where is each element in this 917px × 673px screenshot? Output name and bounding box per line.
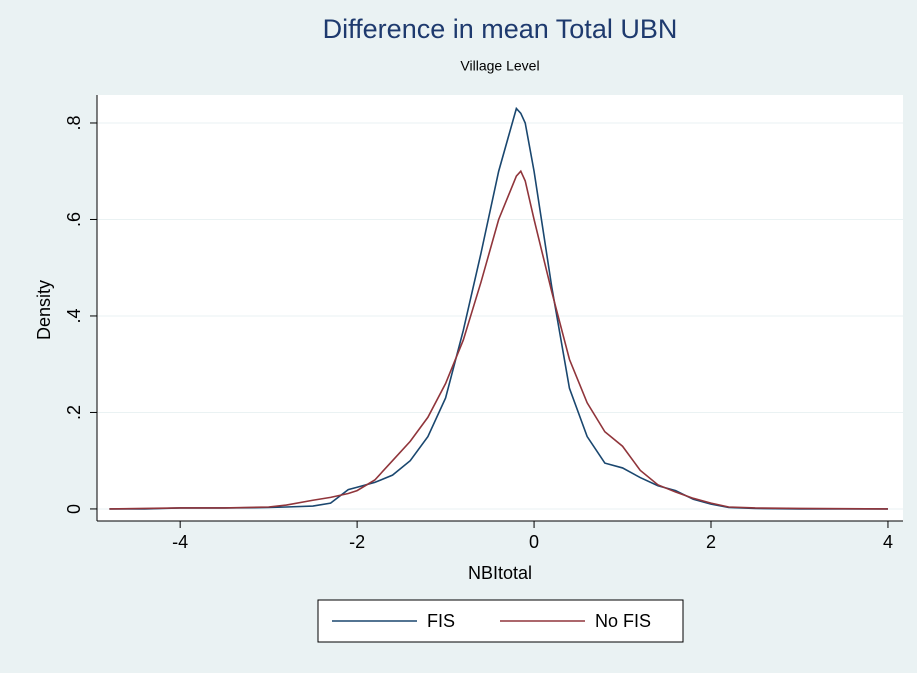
y-tick-label: .8: [64, 115, 84, 130]
y-tick-label: .4: [64, 308, 84, 323]
x-axis-label: NBItotal: [468, 563, 532, 583]
y-tick-label: .2: [64, 405, 84, 420]
y-axis-label: Density: [34, 280, 54, 340]
x-tick-label: -2: [349, 532, 365, 552]
chart-subtitle: Village Level: [460, 58, 539, 74]
line-series: [109, 106, 888, 510]
y-tick-label: .6: [64, 212, 84, 227]
x-tick-label: 2: [706, 532, 716, 552]
legend-label: FIS: [427, 611, 455, 631]
x-tick-label: 4: [883, 532, 893, 552]
x-tick-label: -4: [172, 532, 188, 552]
y-tick-label: 0: [64, 504, 84, 514]
plot-area: [97, 95, 903, 521]
chart-title: Difference in mean Total UBN: [323, 14, 678, 44]
line-series: [109, 169, 888, 510]
legend-label: No FIS: [595, 611, 651, 631]
x-tick-label: 0: [529, 532, 539, 552]
